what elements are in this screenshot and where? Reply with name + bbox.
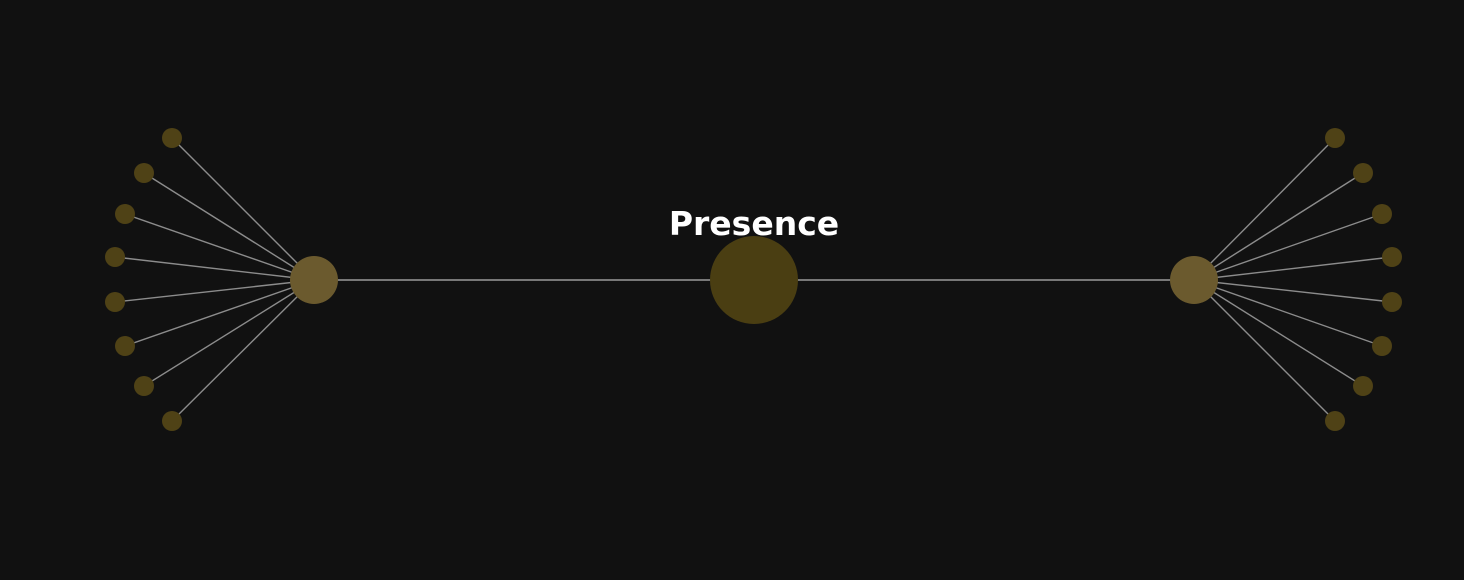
hub-left-leaf-node-5	[105, 292, 125, 312]
hub-left-leaf-edge-1	[171, 137, 315, 281]
hub-right-leaf-node-4	[1382, 247, 1402, 267]
hub-left-leaf-edge-4	[114, 256, 315, 281]
hub-left-leaf-node-4	[105, 247, 125, 267]
hub-left-node	[290, 256, 338, 304]
hub-left-leaf-edge-5	[114, 279, 315, 303]
hub-right-leaf-edge-6	[1193, 279, 1383, 347]
hub-right-leaf-edge-5	[1193, 279, 1393, 303]
hub-left-leaf-edge-3	[124, 213, 315, 281]
hub-right-leaf-node-1	[1325, 128, 1345, 148]
hub-right-leaf-edge-8	[1193, 279, 1336, 422]
center-node	[710, 236, 798, 324]
hub-left-leaf-node-8	[162, 411, 182, 431]
hub-left-leaf-edge-2	[143, 172, 315, 281]
node-layer	[105, 128, 1402, 431]
hub-right-node	[1170, 256, 1218, 304]
hub-right-leaf-node-8	[1325, 411, 1345, 431]
center-node-label: Presence	[669, 204, 839, 243]
hub-right-leaf-edge-4	[1193, 256, 1393, 281]
hub-right-leaf-edge-1	[1193, 137, 1336, 281]
hub-right-leaf-edge-7	[1193, 279, 1364, 387]
hub-right-leaf-edge-2	[1193, 172, 1364, 281]
hub-left-leaf-node-1	[162, 128, 182, 148]
hub-right-leaf-node-2	[1353, 163, 1373, 183]
hub-left-leaf-edge-7	[143, 279, 315, 387]
hub-left-leaf-node-3	[115, 204, 135, 224]
hub-right-leaf-node-6	[1372, 336, 1392, 356]
hub-right-leaf-node-3	[1372, 204, 1392, 224]
hub-right-leaf-node-5	[1382, 292, 1402, 312]
hub-left-leaf-edge-8	[171, 279, 315, 422]
hub-left-leaf-node-6	[115, 336, 135, 356]
hub-left-leaf-node-7	[134, 376, 154, 396]
hub-left-leaf-node-2	[134, 163, 154, 183]
hub-left-leaf-edge-6	[124, 279, 315, 347]
hub-right-leaf-node-7	[1353, 376, 1373, 396]
edge-layer	[114, 137, 1393, 422]
hub-right-leaf-edge-3	[1193, 213, 1383, 281]
